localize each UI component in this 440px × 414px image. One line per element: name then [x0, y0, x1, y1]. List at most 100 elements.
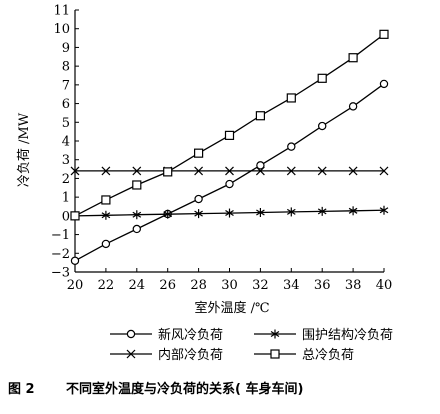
legend-label: 内部冷负荷 [158, 347, 223, 363]
y-tick-label: 5 [62, 116, 70, 131]
marker-circle [379, 79, 389, 89]
marker-x-stroke [286, 166, 296, 176]
legend-item: 新风冷负荷 [110, 327, 223, 343]
x-tick-label: 32 [252, 278, 269, 293]
marker-circle [318, 121, 327, 131]
series-asterisk [70, 205, 389, 221]
y-tick-label: 9 [62, 41, 70, 56]
x-tick-label: 30 [221, 278, 238, 293]
x-tick-label: 26 [159, 278, 176, 293]
marker-square [101, 195, 111, 205]
marker-x-stroke [255, 166, 265, 176]
y-tick-label: 8 [62, 60, 70, 75]
y-tick-label: 0 [62, 209, 70, 224]
marker-circle [348, 102, 358, 111]
marker-x [70, 166, 80, 176]
series-line [74, 33, 385, 217]
marker-x-stroke [126, 349, 136, 359]
y-tick-label: −2 [51, 247, 70, 262]
marker-asterisk [163, 209, 173, 219]
marker-square [270, 349, 280, 359]
marker-asterisk [194, 209, 203, 219]
marker-asterisk-stroke [225, 210, 234, 217]
y-tick-label: 6 [62, 97, 70, 112]
x-tick-label: 38 [345, 278, 362, 293]
marker-asterisk [348, 206, 358, 216]
marker-asterisk-stroke [286, 208, 296, 215]
marker-square [286, 93, 296, 103]
y-axis-label: 冷负荷 /MW [17, 112, 32, 187]
marker-x-stroke [194, 166, 204, 176]
x-tick-label: 20 [67, 278, 84, 293]
figure-caption-text: 不同室外温度与冷负荷的关系( 车身车间) [66, 381, 303, 397]
marker-square [348, 53, 358, 63]
y-tick-label: 10 [53, 22, 70, 37]
y-tick-label: 2 [62, 172, 70, 187]
y-tick-label: −1 [51, 228, 70, 243]
marker-square [255, 111, 265, 121]
marker-x [225, 166, 234, 176]
y-tick-label: 3 [62, 153, 70, 168]
marker-x-stroke [225, 166, 234, 176]
y-tick-label: 7 [62, 78, 70, 93]
x-tick-label: 40 [376, 278, 393, 293]
marker-x [255, 166, 265, 176]
marker-asterisk [132, 210, 142, 220]
marker-square [317, 73, 327, 83]
marker-asterisk-stroke [256, 209, 265, 216]
y-tick-label: −3 [51, 266, 70, 281]
legend-item: 内部冷负荷 [110, 347, 223, 363]
marker-asterisk [270, 329, 280, 339]
legend-label: 新风冷负荷 [158, 327, 223, 343]
marker-x [286, 166, 296, 176]
marker-x [317, 166, 327, 176]
marker-asterisk [101, 210, 111, 220]
marker-asterisk [225, 208, 234, 218]
marker-asterisk-stroke [348, 207, 358, 214]
marker-square [70, 211, 80, 221]
marker-circle [194, 194, 203, 204]
figure-caption-label: 图 2 [8, 382, 35, 397]
x-tick-label: 28 [190, 278, 207, 293]
axes: 20 22 24 26 28 30 32 34 36 38 40−3−2−1012345678910… [51, 4, 392, 294]
marker-x-stroke [70, 166, 80, 176]
x-tick-label: 36 [314, 278, 331, 293]
marker-square [194, 148, 204, 158]
marker-asterisk [379, 205, 389, 215]
y-tick-label: 1 [62, 191, 70, 206]
marker-asterisk-stroke [379, 207, 389, 214]
marker-x [101, 166, 111, 176]
marker-circle [287, 142, 296, 151]
x-axis-label: 室外温度 /℃ [194, 300, 269, 316]
marker-square [163, 167, 173, 177]
marker-asterisk-stroke [194, 210, 203, 217]
marker-square [224, 130, 235, 140]
series-layer [70, 29, 389, 265]
x-tick-label: 34 [283, 278, 300, 293]
marker-x-stroke [317, 166, 327, 176]
marker-asterisk-stroke [101, 212, 111, 219]
marker-x-stroke [132, 166, 142, 176]
y-tick-label: 11 [53, 4, 70, 19]
marker-x-stroke [348, 166, 358, 176]
marker-x [132, 166, 142, 176]
marker-square [379, 29, 389, 39]
marker-circle [70, 256, 80, 265]
y-tick-label: 4 [62, 135, 70, 150]
marker-x [348, 166, 358, 176]
series-circle [70, 79, 389, 265]
marker-circle [126, 329, 136, 339]
marker-x [194, 166, 204, 176]
marker-asterisk-stroke [317, 208, 327, 215]
legend-item: 围护结构冷负荷 [254, 328, 393, 343]
marker-circle [101, 239, 111, 249]
marker-x-stroke [101, 166, 111, 176]
marker-circle [225, 179, 234, 189]
marker-asterisk-stroke [132, 211, 142, 218]
marker-circle [256, 161, 265, 170]
marker-x [379, 166, 389, 176]
marker-asterisk-stroke [270, 330, 280, 338]
